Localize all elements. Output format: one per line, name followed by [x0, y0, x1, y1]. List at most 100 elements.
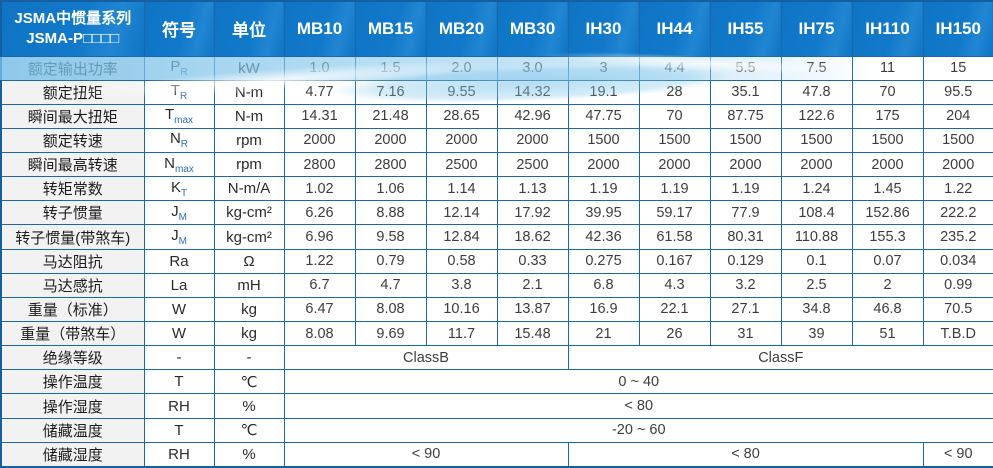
value-cell: 1.19: [709, 176, 782, 202]
row-symbol: RH: [143, 441, 215, 468]
value-cell: 152.86: [851, 200, 924, 226]
value-cell: 4.77: [283, 79, 356, 105]
value-cell: 12.14: [425, 200, 498, 226]
value-cell: 70.5: [922, 296, 993, 323]
value-cell: 17.92: [496, 200, 569, 226]
value-cell: 0.99: [922, 272, 993, 298]
row-symbol: TR: [143, 79, 215, 105]
value-cell: 7.16: [354, 79, 427, 105]
value-cell: 9.55: [425, 79, 498, 105]
header-row: JSMA中惯量系列 JSMA-P□□□□ 符号 单位 MB10 MB15 MB2…: [0, 0, 993, 57]
row-unit: %: [213, 393, 285, 419]
row-symbol: JM: [143, 200, 215, 226]
row-unit: -: [213, 345, 285, 371]
symbol-subscript: R: [180, 139, 189, 151]
row-symbol: W: [143, 296, 215, 323]
value-cell: 7.5: [780, 55, 853, 81]
value-cell: 4.7: [354, 272, 427, 298]
value-cell: 1500: [780, 127, 853, 154]
row-symbol: Nmax: [143, 152, 215, 178]
value-cell: 0.07: [851, 248, 924, 274]
value-cell: 1.22: [922, 176, 993, 202]
value-cell: 59.17: [638, 200, 711, 226]
row-unit: kW: [213, 55, 285, 81]
row-symbol: T: [143, 417, 215, 443]
value-cell: 8.88: [354, 200, 427, 226]
value-cell: 2800: [354, 152, 427, 178]
table-row: 额定扭矩 TR N-m 4.77 7.16 9.55 14.32 19.1 28 35.1 47.8…: [0, 79, 993, 105]
row-label: 储藏温度: [0, 417, 145, 443]
value-cell: 9.69: [354, 321, 427, 347]
row-unit: N-m: [213, 79, 285, 105]
row-symbol: PR: [143, 55, 215, 81]
row-label: 重量（带煞车）: [0, 321, 145, 347]
column-header-model: IH44: [638, 0, 711, 57]
row-unit: kg-cm²: [213, 224, 285, 250]
value-cell: 70: [638, 103, 711, 129]
value-cell: 31: [709, 321, 782, 347]
row-unit: rpm: [213, 152, 285, 178]
value-cell: 11.7: [425, 321, 498, 347]
row-unit: kg-cm²: [213, 200, 285, 226]
merged-value-cell: < 90: [283, 441, 569, 468]
value-cell: 3: [567, 55, 640, 81]
value-cell: 1500: [851, 127, 924, 154]
table-row: 瞬间最大扭矩 Tmax N-m 14.31 21.48 28.65 42.96 47.75 70…: [0, 103, 993, 129]
row-label: 操作温度: [0, 369, 145, 395]
row-label: 绝缘等级: [0, 345, 145, 371]
value-cell: 1500: [638, 127, 711, 154]
column-header-model: MB15: [354, 0, 427, 57]
table-title-line2: JSMA-P□□□□: [26, 29, 120, 47]
value-cell: 3.8: [425, 272, 498, 298]
column-header-model: IH30: [567, 0, 640, 57]
value-cell: 2.5: [780, 272, 853, 298]
value-cell: 122.6: [780, 103, 853, 129]
row-symbol: La: [143, 272, 215, 298]
table-row: 操作湿度 RH% < 80: [0, 393, 993, 419]
value-cell: 1.19: [638, 176, 711, 202]
value-cell: 87.75: [709, 103, 782, 129]
row-label: 瞬间最大扭矩: [0, 103, 145, 129]
value-cell: 1.14: [425, 176, 498, 202]
value-cell: 35.1: [709, 79, 782, 105]
value-cell: 0.79: [354, 248, 427, 274]
row-label: 转子惯量(带煞车): [0, 224, 145, 250]
row-label: 额定扭矩: [0, 79, 145, 105]
symbol-subscript: M: [178, 236, 187, 248]
value-cell: 2000: [567, 152, 640, 178]
value-cell: 51: [851, 321, 924, 347]
merged-value-cell: < 90: [922, 441, 993, 468]
row-symbol: KT: [143, 176, 215, 202]
value-cell: 11: [851, 55, 924, 81]
value-cell: 16.9: [567, 296, 640, 323]
value-cell: 6.26: [283, 200, 356, 226]
value-cell: 6.96: [283, 224, 356, 250]
row-label: 重量（标准）: [0, 296, 145, 323]
value-cell: 1.5: [354, 55, 427, 81]
value-cell: 6.7: [283, 272, 356, 298]
value-cell: 47.75: [567, 103, 640, 129]
row-unit: kg: [213, 321, 285, 347]
row-symbol: NR: [143, 127, 215, 154]
value-cell: 155.3: [851, 224, 924, 250]
row-label: 储藏湿度: [0, 441, 145, 468]
value-cell: 1500: [922, 127, 993, 154]
table-row: 额定输出功率 PR kW 1.0 1.5 2.0 3.0 3 4.4 5.5 7.5 11 15: [0, 55, 993, 81]
value-cell: 110.88: [780, 224, 853, 250]
table-row: 转矩常数 KT N-m/A 1.02 1.06 1.14 1.13 1.19 1.19 1.19 1…: [0, 176, 993, 202]
value-cell: 1.19: [567, 176, 640, 202]
table-row: 储藏湿度 RH% < 90 < 80 < 90: [0, 441, 993, 468]
value-cell: 2000: [851, 152, 924, 178]
value-cell: 1500: [567, 127, 640, 154]
column-header-symbol: 符号: [143, 0, 215, 57]
value-cell: 9.58: [354, 224, 427, 250]
value-cell: 0.167: [638, 248, 711, 274]
column-header-model: MB30: [496, 0, 569, 57]
value-cell: 2000: [922, 152, 993, 178]
merged-value-cell: < 80: [283, 393, 993, 419]
value-cell: 95.5: [922, 79, 993, 105]
value-cell: 2.0: [425, 55, 498, 81]
value-cell: 2000: [283, 127, 356, 154]
value-cell: 14.32: [496, 79, 569, 105]
value-cell: 80.31: [709, 224, 782, 250]
